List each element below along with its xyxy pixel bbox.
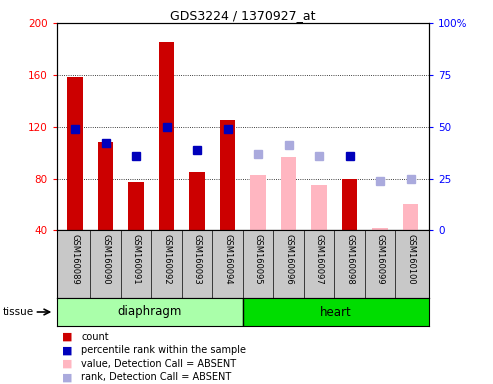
Text: GSM160089: GSM160089: [70, 234, 79, 285]
Text: GSM160092: GSM160092: [162, 234, 171, 285]
Bar: [373, 228, 387, 230]
Text: GSM160093: GSM160093: [193, 234, 202, 285]
Text: GSM160097: GSM160097: [315, 234, 323, 285]
Text: value, Detection Call = ABSENT: value, Detection Call = ABSENT: [81, 359, 237, 369]
Text: GSM160094: GSM160094: [223, 234, 232, 285]
Bar: [342, 179, 357, 230]
Text: ■: ■: [62, 332, 72, 342]
Text: GSM160090: GSM160090: [101, 234, 110, 285]
Text: heart: heart: [320, 306, 352, 318]
Bar: [189, 172, 205, 230]
Bar: [68, 78, 83, 230]
Text: GSM160100: GSM160100: [406, 234, 415, 285]
Bar: [128, 182, 143, 230]
Text: count: count: [81, 332, 109, 342]
Text: GSM160099: GSM160099: [376, 234, 385, 285]
Title: GDS3224 / 1370927_at: GDS3224 / 1370927_at: [170, 9, 316, 22]
Text: rank, Detection Call = ABSENT: rank, Detection Call = ABSENT: [81, 372, 232, 382]
Bar: [220, 120, 235, 230]
Bar: [98, 142, 113, 230]
Text: GSM160091: GSM160091: [132, 234, 141, 285]
Text: ■: ■: [62, 372, 72, 382]
Bar: [159, 43, 174, 230]
Text: GSM160096: GSM160096: [284, 234, 293, 285]
Bar: [250, 175, 266, 230]
Text: diaphragm: diaphragm: [117, 306, 182, 318]
Text: tissue: tissue: [2, 307, 34, 317]
Text: ■: ■: [62, 359, 72, 369]
Text: ■: ■: [62, 345, 72, 356]
Bar: [403, 204, 418, 230]
Text: percentile rank within the sample: percentile rank within the sample: [81, 345, 246, 356]
Bar: [281, 157, 296, 230]
Bar: [312, 185, 327, 230]
Text: GSM160095: GSM160095: [253, 234, 263, 285]
Text: GSM160098: GSM160098: [345, 234, 354, 285]
